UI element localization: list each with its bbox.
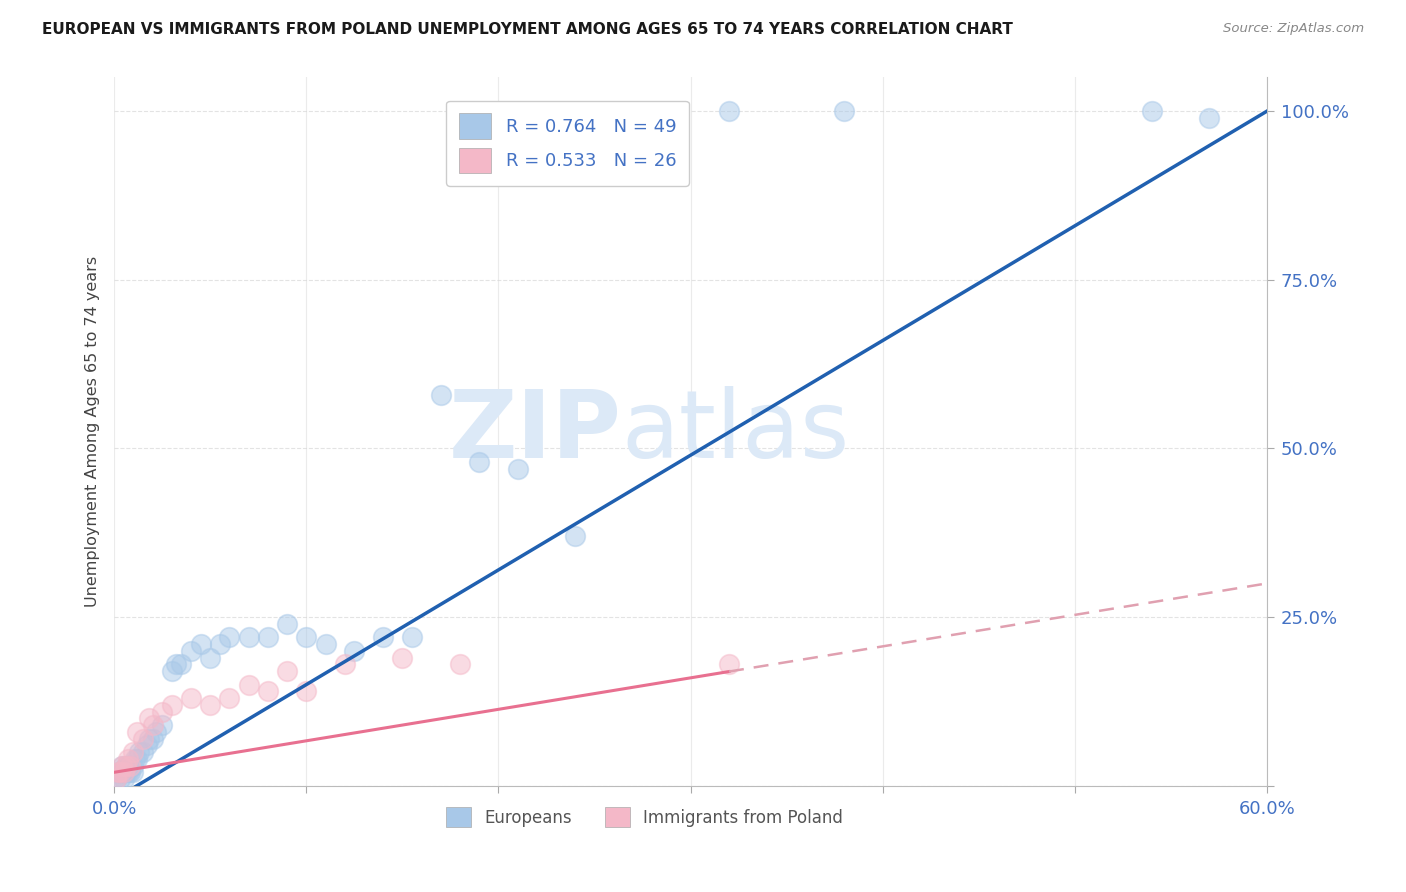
Point [160,664,183,678]
Point [200,698,222,712]
Point [117,765,139,780]
Legend: Europeans, Immigrants from Poland: Europeans, Immigrants from Poland [439,800,849,834]
Point [200,650,222,665]
Point [276,616,298,631]
Point [111,765,134,780]
Point [295,631,318,645]
Point [430,387,453,401]
Point [107,765,129,780]
Point [112,772,135,786]
Point [295,684,318,698]
Point [391,650,413,665]
Point [105,772,128,786]
Point [238,631,260,645]
Point [111,758,134,772]
Point [122,745,145,759]
Point [138,711,160,725]
Point [122,758,145,772]
Point [142,718,165,732]
Point [127,724,149,739]
Point [343,644,366,658]
Point [111,758,134,772]
Point [468,455,491,469]
Point [108,765,131,780]
Point [142,731,165,746]
Point [112,765,135,780]
Point [138,731,160,746]
Point [257,684,280,698]
Point [150,718,173,732]
Point [165,657,187,672]
Text: Source: ZipAtlas.com: Source: ZipAtlas.com [1223,22,1364,36]
Point [564,529,586,543]
Point [114,765,136,780]
Point [117,758,139,772]
Point [506,461,529,475]
Text: ZIP: ZIP [449,385,621,477]
Point [114,758,136,772]
Point [180,691,202,706]
Point [108,772,131,786]
Point [108,765,131,780]
Point [128,745,150,759]
Point [145,724,167,739]
Point [124,752,146,766]
Point [238,677,260,691]
Point [1140,104,1163,119]
Point [160,698,183,712]
Point [190,637,212,651]
Point [105,772,128,786]
Point [208,637,231,651]
Point [276,664,298,678]
Point [135,739,157,753]
Point [114,758,136,772]
Point [218,691,240,706]
Point [118,758,141,772]
Point [717,657,740,672]
Text: atlas: atlas [621,385,849,477]
Point [170,657,193,672]
Point [107,765,129,780]
Text: EUROPEAN VS IMMIGRANTS FROM POLAND UNEMPLOYMENT AMONG AGES 65 TO 74 YEARS CORREL: EUROPEAN VS IMMIGRANTS FROM POLAND UNEMP… [42,22,1014,37]
Point [1198,111,1220,125]
Point [118,765,141,780]
Point [218,631,240,645]
Point [132,731,155,746]
Point [832,104,855,119]
Y-axis label: Unemployment Among Ages 65 to 74 years: Unemployment Among Ages 65 to 74 years [86,256,100,607]
Point [315,637,337,651]
Point [449,657,471,672]
Point [717,104,740,119]
Point [112,765,135,780]
Point [401,631,423,645]
Point [257,631,280,645]
Point [117,752,139,766]
Point [150,705,173,719]
Point [132,745,155,759]
Point [333,657,356,672]
Point [127,752,149,766]
Point [373,631,395,645]
Point [121,758,143,772]
Point [180,644,202,658]
Point [122,765,145,780]
